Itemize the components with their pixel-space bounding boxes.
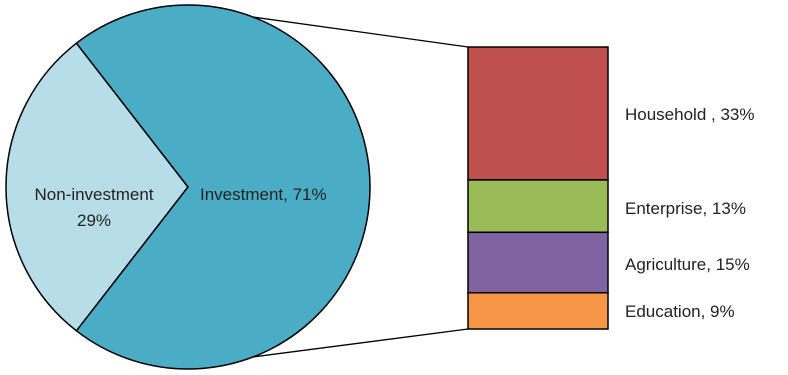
segment-label-household: Household , 33% xyxy=(625,105,754,124)
stacked-bar xyxy=(468,47,608,329)
bar-segment-enterprise xyxy=(468,180,608,232)
slice-label-investment: Investment, 71% xyxy=(200,185,327,204)
segment-label-agriculture: Agriculture, 15% xyxy=(625,255,750,274)
slice-label-non-investment: Non-investment xyxy=(34,185,153,204)
bar-segment-education xyxy=(468,293,608,329)
segment-label-enterprise: Enterprise, 13% xyxy=(625,199,746,218)
bar-segment-household xyxy=(468,47,608,180)
slice-label-non-investment-pct: 29% xyxy=(77,211,111,230)
bar-segment-agriculture xyxy=(468,232,608,292)
segment-label-education: Education, 9% xyxy=(625,302,735,321)
